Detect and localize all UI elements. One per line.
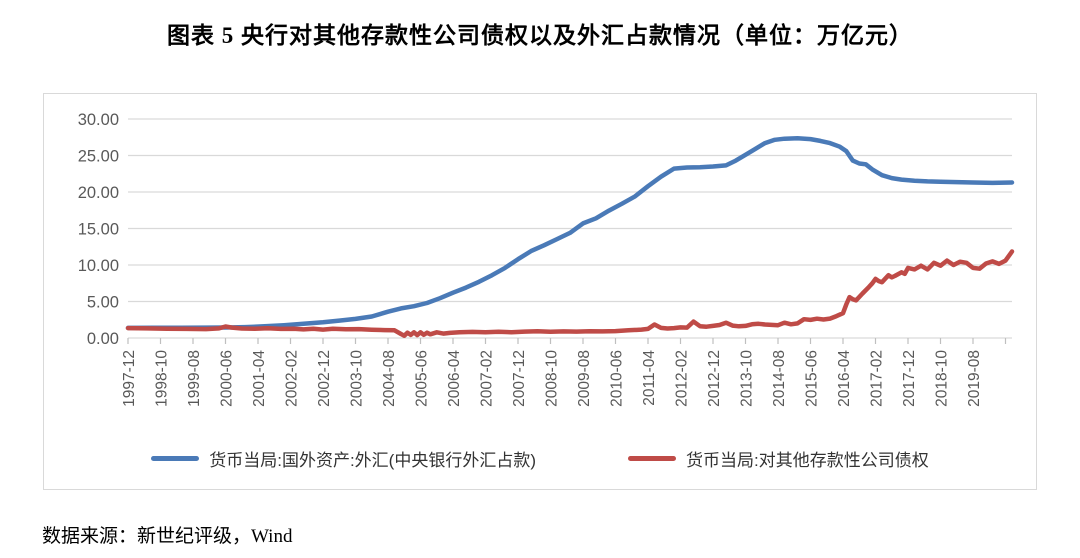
- y-axis-tick-label: 5.00: [87, 294, 119, 312]
- x-axis-tick-label: 2016-04: [836, 350, 853, 407]
- x-axis-tick-label: 2017-02: [869, 350, 886, 407]
- figure-title: 图表 5 央行对其他存款性公司债权以及外汇占款情况（单位：万亿元）: [167, 23, 913, 48]
- x-axis-tick-label: 2018-10: [934, 350, 951, 407]
- series-line-fx-holdings: [125, 136, 1015, 331]
- x-axis-tick-label: 2007-12: [511, 350, 528, 407]
- x-axis-tick-label: 2012-02: [674, 350, 691, 407]
- data-source-note: 数据来源：新世纪评级，Wind: [42, 526, 293, 547]
- x-axis-tick-label: 2003-10: [349, 350, 366, 407]
- x-axis-tick-label: 1998-10: [154, 350, 171, 407]
- x-axis-tick-label: 2019-08: [966, 350, 983, 407]
- y-axis-tick-label: 10.00: [78, 257, 119, 275]
- chart-container: 0.00 5.00 10.00 15.00 20.00 25.00 30.00 1997-12…: [43, 93, 1037, 490]
- x-axis-tick-label: 2006-04: [446, 350, 463, 407]
- x-axis-tick-label: 2004-08: [381, 350, 398, 407]
- chart-legend: 货币当局:国外资产:外汇(中央银行外汇占款) 货币当局:对其他存款性公司债权: [44, 446, 1036, 471]
- x-axis-tick-label: 2012-12: [706, 350, 723, 407]
- y-axis-tick-label: 30.00: [78, 111, 119, 129]
- blue-line-swatch-icon: [151, 456, 200, 461]
- y-axis-tick-label: 0.00: [87, 330, 119, 348]
- legend-item-claims-on-banks: 货币当局:对其他存款性公司债权: [628, 446, 929, 471]
- y-axis-tick-label: 20.00: [78, 184, 119, 202]
- x-axis-tick-label: 2002-02: [284, 350, 301, 407]
- x-axis-tick-label: 2008-10: [544, 350, 561, 407]
- series-line-claims-on-banks: [125, 249, 1015, 338]
- x-axis-tick-label: 2014-08: [771, 350, 788, 407]
- legend-label: 货币当局:国外资产:外汇(中央银行外汇占款): [209, 451, 537, 470]
- y-axis-tick-label: 15.00: [78, 221, 119, 239]
- x-axis-tick-label: 2015-06: [804, 350, 821, 407]
- y-axis-tick-label: 25.00: [78, 148, 119, 166]
- x-axis-tick-label: 2001-04: [251, 350, 268, 407]
- x-axis-tick-label: 2017-12: [901, 350, 918, 407]
- red-line-swatch-icon: [628, 456, 677, 461]
- legend-label: 货币当局:对其他存款性公司债权: [686, 451, 929, 470]
- x-axis-tick-label: 2000-06: [219, 350, 236, 407]
- x-axis-tick-label: 2007-02: [479, 350, 496, 407]
- x-axis-tick-label: 2013-10: [739, 350, 756, 407]
- x-axis-tick-label: 2002-12: [316, 350, 333, 407]
- x-axis-tick-label: 2010-06: [609, 350, 626, 407]
- legend-item-fx-holdings: 货币当局:国外资产:外汇(中央银行外汇占款): [151, 446, 536, 471]
- x-axis-tick-label: 1999-08: [186, 350, 203, 407]
- x-axis-tick-label: 2005-06: [414, 350, 431, 407]
- line-chart: 0.00 5.00 10.00 15.00 20.00 25.00 30.00 1997-12…: [78, 111, 1015, 407]
- x-axis-tick-label: 1997-12: [121, 350, 138, 407]
- x-axis-tick-label: 2011-04: [641, 350, 658, 406]
- x-axis-tick-label: 2009-08: [576, 350, 593, 407]
